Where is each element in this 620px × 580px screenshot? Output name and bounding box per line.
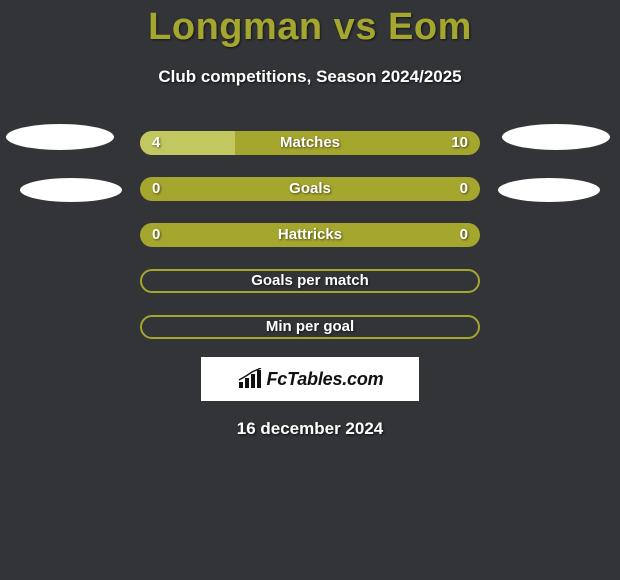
subtitle: Club competitions, Season 2024/2025 xyxy=(0,67,620,87)
stat-value-right: 0 xyxy=(460,177,468,201)
date-text: 16 december 2024 xyxy=(0,419,620,439)
stat-label: Goals xyxy=(140,177,480,201)
stat-value-right: 10 xyxy=(451,131,468,155)
stats-container: 4Matches100Goals00Hattricks0Goals per ma… xyxy=(140,131,480,339)
logo-text: FcTables.com xyxy=(267,369,384,390)
decorative-ellipse xyxy=(498,178,600,202)
fctables-logo[interactable]: FcTables.com xyxy=(201,357,419,401)
decorative-ellipse xyxy=(6,124,114,150)
stat-label-row: Goals per match xyxy=(140,269,480,293)
decorative-ellipse xyxy=(502,124,610,150)
stat-label-row: Min per goal xyxy=(140,315,480,339)
stat-row: 4Matches10 xyxy=(140,131,480,155)
stat-row: 0Hattricks0 xyxy=(140,223,480,247)
stat-row: 0Goals0 xyxy=(140,177,480,201)
stat-value-right: 0 xyxy=(460,223,468,247)
decorative-ellipse xyxy=(20,178,122,202)
bar-chart-icon xyxy=(237,368,263,390)
page-title: Longman vs Eom xyxy=(0,0,620,49)
stat-label: Hattricks xyxy=(140,223,480,247)
stat-label: Matches xyxy=(140,131,480,155)
